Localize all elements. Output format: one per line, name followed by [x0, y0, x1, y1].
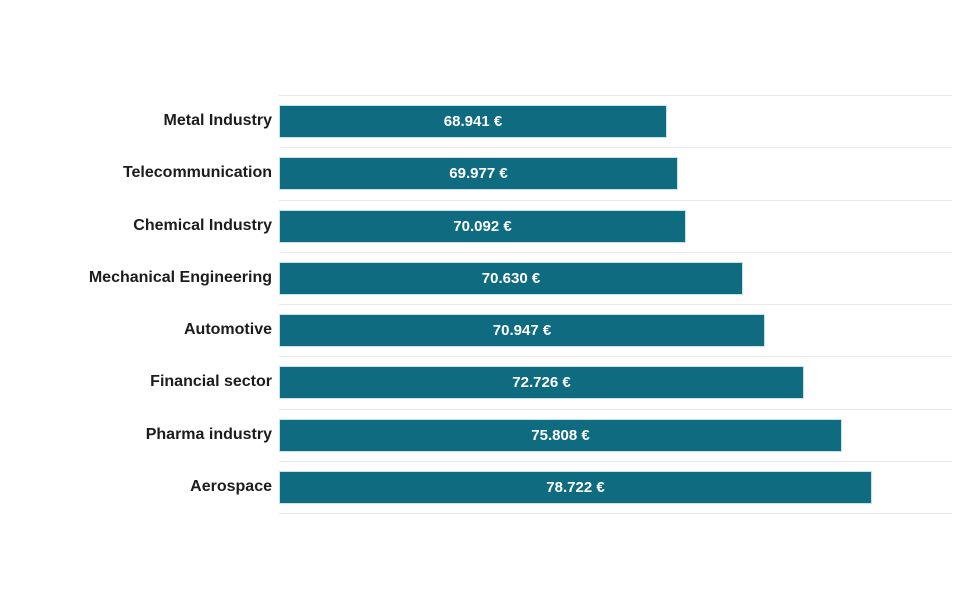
bar: 78.722 € [279, 470, 872, 504]
bar-row: 70.092 € [279, 201, 952, 253]
bar-row: 70.947 € [279, 305, 952, 358]
category-label-cell: Metal Industry [0, 95, 273, 147]
category-axis: Metal Industry Telecommunication Chemical … [0, 95, 273, 513]
category-label-cell: Pharma industry [0, 409, 273, 461]
bar-row: 69.977 € [279, 148, 952, 201]
bar: 68.941 € [279, 105, 667, 139]
category-label: Telecommunication [122, 164, 272, 182]
category-label-cell: Chemical Industry [0, 200, 273, 252]
bar: 70.092 € [279, 209, 686, 243]
bar: 69.977 € [279, 157, 678, 191]
bar-value-label: 70.092 € [453, 217, 512, 235]
category-label-cell: Mechanical Engineering [0, 252, 273, 304]
category-label: Mechanical Engineering [88, 268, 272, 286]
category-label: Chemical Industry [133, 216, 272, 234]
bar-row: 68.941 € [279, 96, 952, 149]
category-label-cell: Aerospace [0, 461, 273, 513]
bar-value-label: 69.977 € [449, 165, 508, 183]
bar-value-label: 72.726 € [512, 374, 571, 392]
bar-row: 70.630 € [279, 253, 952, 305]
bar-value-label: 75.808 € [531, 426, 590, 444]
bar-value-label: 70.630 € [481, 269, 541, 287]
category-label: Automotive [184, 321, 272, 339]
bar-value-label: 78.722 € [546, 478, 605, 496]
plot-area: 68.941 € 69.977 € 70.092 € 70.630 € 70.947 €… [279, 95, 952, 514]
category-label-cell: Automotive [0, 304, 273, 356]
bar: 70.630 € [279, 261, 743, 295]
bar-value-label: 70.947 € [492, 322, 552, 340]
bar-row: 72.726 € [279, 357, 952, 410]
category-label-cell: Telecommunication [0, 147, 273, 199]
bar-row: 75.808 € [279, 410, 952, 462]
category-label-cell: Financial sector [0, 356, 273, 408]
bar: 75.808 € [279, 418, 842, 452]
bar-value-label: 68.941 € [443, 113, 503, 131]
category-label: Aerospace [190, 477, 272, 495]
category-label: Metal Industry [163, 112, 272, 130]
category-label: Pharma industry [145, 425, 272, 443]
bar: 70.947 € [279, 314, 765, 348]
bar-row: 78.722 € [279, 462, 952, 514]
bar: 72.726 € [279, 366, 804, 400]
category-label: Financial sector [150, 373, 272, 391]
